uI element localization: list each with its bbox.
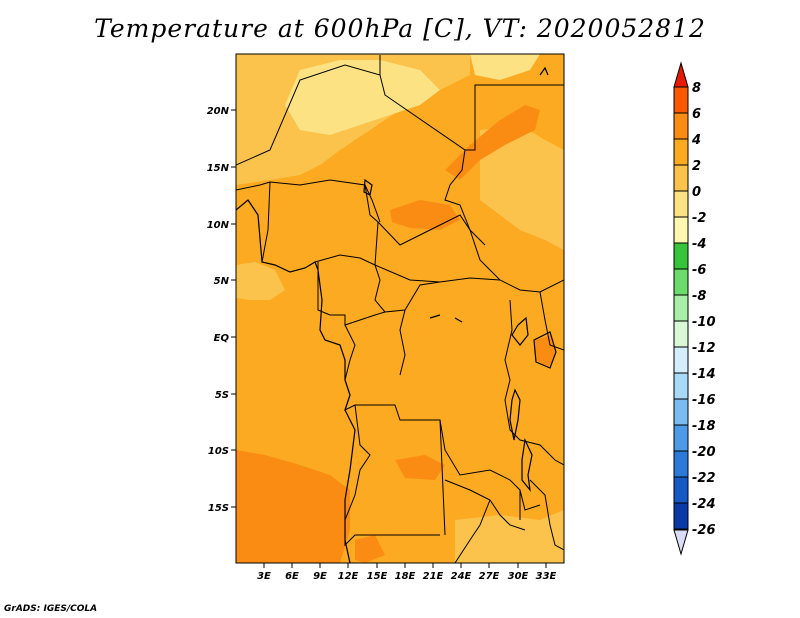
lon-label: 30E: [508, 571, 529, 582]
colorbar-box: [673, 424, 689, 452]
lon-labels: 3E 6E 9E 12E 15E 18E 21E 24E 27E 30E 33E: [257, 571, 556, 582]
lon-label: 3E: [257, 571, 271, 582]
lat-label: 20N: [207, 106, 230, 117]
colorbar-label: -26: [692, 523, 716, 538]
colorbar-label: -4: [692, 237, 706, 252]
lon-label: 33E: [536, 571, 557, 582]
colorbar-box: [673, 86, 689, 114]
lat-label: 10S: [208, 446, 229, 457]
grads-credit: GrADS: IGES/COLA: [4, 604, 98, 614]
lon-label: 24E: [451, 571, 472, 582]
lat-label: 15S: [208, 503, 229, 514]
lon-label: 27E: [479, 571, 500, 582]
colorbar-label: 0: [692, 185, 701, 200]
colorbar-labels: 8 6 4 2 0 -2 -4 -6 -8 -10 -12 -14 -16 -18 -20 -22 -24 -26: [691, 81, 716, 538]
colorbar-box: [673, 398, 689, 426]
colorbar-label: -10: [692, 315, 716, 330]
contour-neg2-0-east: [470, 54, 540, 80]
contour-2-4-south: [395, 455, 445, 480]
colorbar-label: -18: [692, 419, 716, 434]
lon-label: 6E: [285, 571, 299, 582]
colorbar-label: -14: [692, 367, 716, 382]
lon-label: 18E: [395, 571, 416, 582]
contour-2-4-southwest: [236, 450, 350, 563]
contour-0-2-east: [480, 125, 564, 250]
colorbar-box: [673, 216, 689, 244]
colorbar-box: [673, 242, 689, 270]
colorbar-top-cap: [673, 61, 689, 88]
colorbar-label: -22: [692, 471, 716, 486]
colorbar-box: [673, 346, 689, 374]
lon-label: 9E: [313, 571, 327, 582]
colorbar-label: -12: [692, 341, 716, 356]
colorbar-label: -16: [692, 393, 716, 408]
colorbar-box: [673, 190, 689, 218]
colorbar-box: [673, 112, 689, 140]
contour-2-4-lake: [535, 335, 556, 368]
lat-label: 15N: [207, 163, 230, 174]
map-frame: [235, 53, 565, 564]
colorbar-box: [673, 294, 689, 322]
colorbar-box: [673, 372, 689, 400]
colorbar-box: [673, 502, 689, 530]
colorbar-label: 6: [692, 107, 701, 122]
colorbar-label: -24: [692, 497, 716, 512]
country-borders: [236, 55, 564, 563]
contour-0-2-west: [236, 262, 285, 300]
lon-label: 21E: [423, 571, 444, 582]
colorbar-label: 8: [692, 81, 701, 96]
colorbar-label: -20: [692, 445, 716, 460]
colorbar-box: [673, 164, 689, 192]
colorbar-box: [673, 476, 689, 504]
contour-2-4-central: [390, 200, 460, 230]
lon-label: 12E: [338, 571, 359, 582]
contour-0-2-south: [455, 510, 564, 563]
colorbar-bottom-cap: [673, 529, 689, 556]
colorbar-label: 4: [691, 133, 701, 148]
colorbar-box: [673, 450, 689, 478]
contour-neg2-0: [285, 60, 440, 135]
colorbar: 8 6 4 2 0 -2 -4 -6 -8 -10 -12 -14 -16 -18 -20 -22 -24 -26: [673, 61, 716, 556]
lat-label: 5S: [215, 390, 229, 401]
lat-labels: 20N 15N 10N 5N EQ 5S 10S 15S: [207, 106, 230, 514]
lat-label: EQ: [214, 333, 230, 344]
lat-ticks: [231, 109, 236, 508]
lon-label: 15E: [367, 571, 388, 582]
colorbar-boxes: [673, 86, 689, 530]
temperature-field: [236, 54, 564, 563]
colorbar-label: 2: [692, 159, 701, 174]
colorbar-label: -2: [692, 211, 706, 226]
chart-title: Temperature at 600hPa [C], VT: 202005281…: [94, 14, 706, 43]
colorbar-box: [673, 320, 689, 348]
contour-2-4-southcenter: [355, 535, 385, 563]
colorbar-label: -6: [692, 263, 706, 278]
coastline: [236, 66, 557, 563]
lat-label: 10N: [207, 220, 230, 231]
colorbar-label: -8: [692, 289, 706, 304]
lon-ticks: [263, 563, 547, 568]
contour-2-4-north: [445, 105, 540, 180]
lat-label: 5N: [214, 276, 230, 287]
colorbar-box: [673, 138, 689, 166]
colorbar-box: [673, 268, 689, 296]
